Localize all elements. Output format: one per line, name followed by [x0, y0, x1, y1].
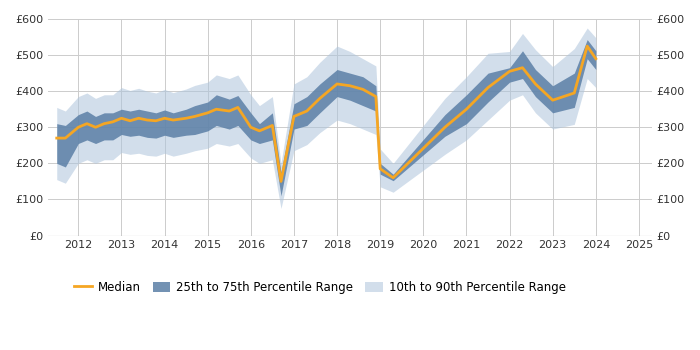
Median [276, 179, 285, 183]
Median [333, 82, 342, 86]
Median [531, 82, 540, 86]
Median [52, 136, 61, 140]
Median [169, 118, 177, 122]
Median [212, 107, 220, 111]
Median [74, 125, 83, 130]
Median [160, 116, 169, 120]
Median [570, 91, 578, 95]
Median [549, 98, 557, 102]
Median [143, 118, 151, 122]
Median [462, 107, 470, 111]
Median [225, 109, 233, 113]
Median [441, 125, 449, 130]
Median [61, 136, 69, 140]
Median [372, 94, 380, 99]
Median [100, 121, 108, 126]
Median [316, 96, 324, 100]
Median [246, 125, 255, 130]
Line: Median: Median [57, 46, 596, 181]
Median [152, 119, 160, 123]
Median [389, 176, 398, 180]
Median [234, 105, 242, 110]
Median [505, 69, 514, 73]
Median [108, 120, 117, 124]
Median [182, 116, 190, 120]
Median [290, 114, 298, 119]
Legend: Median, 25th to 75th Percentile Range, 10th to 90th Percentile Range: Median, 25th to 75th Percentile Range, 1… [69, 276, 570, 299]
Median [376, 167, 384, 171]
Median [302, 109, 311, 113]
Median [518, 65, 526, 70]
Median [592, 57, 600, 61]
Median [117, 116, 125, 120]
Median [190, 114, 199, 119]
Median [126, 119, 134, 123]
Median [92, 125, 100, 130]
Median [484, 85, 492, 90]
Median [346, 84, 354, 88]
Median [583, 44, 592, 48]
Median [358, 87, 367, 91]
Median [134, 116, 143, 120]
Median [204, 111, 212, 115]
Median [268, 123, 277, 127]
Median [256, 129, 264, 133]
Median [83, 121, 91, 126]
